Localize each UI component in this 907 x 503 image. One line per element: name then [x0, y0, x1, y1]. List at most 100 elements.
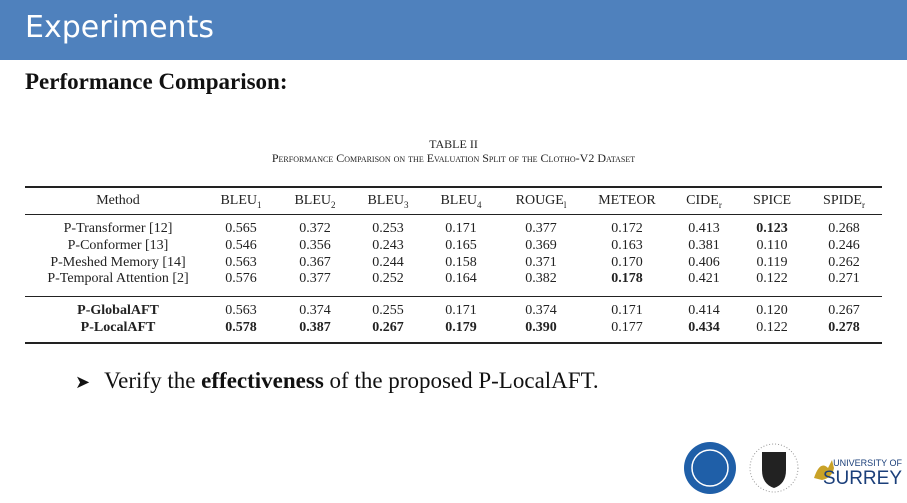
- cell: 0.171: [445, 303, 477, 318]
- cell: 0.172: [611, 221, 643, 236]
- cell: 0.377: [525, 221, 557, 236]
- method: P-GlobalAFT: [77, 303, 159, 318]
- logo: [749, 443, 799, 493]
- cell: 0.382: [525, 271, 557, 287]
- cell: 0.367: [299, 254, 331, 270]
- cell: 0.371: [525, 254, 557, 270]
- cell: 0.119: [756, 254, 788, 270]
- cell: 0.390: [525, 319, 557, 335]
- cell: 0.177: [611, 319, 643, 335]
- header-text: SPIDE: [823, 193, 862, 208]
- cell: 0.253: [372, 221, 404, 236]
- cell: 0.434: [688, 319, 720, 335]
- cell: 0.356: [299, 237, 331, 253]
- column-header: Method: [96, 193, 140, 209]
- header-text: Method: [96, 193, 140, 208]
- logo: [691, 449, 729, 487]
- cell: 0.179: [445, 319, 477, 335]
- column-header: BLEU2: [294, 193, 335, 210]
- cell: 0.563: [225, 254, 257, 270]
- table-number: TABLE II: [429, 137, 478, 151]
- header-text: CIDE: [686, 193, 719, 208]
- cell: 0.120: [756, 303, 788, 318]
- cell: 0.369: [525, 237, 557, 253]
- text: of the proposed P-LocalAFT.: [323, 368, 599, 393]
- logos: UNIVERSITY OF SURREY: [684, 442, 903, 494]
- cell: 0.406: [688, 254, 720, 270]
- cell: 0.164: [445, 271, 477, 287]
- cell: 0.387: [299, 319, 331, 335]
- cell: 0.374: [525, 303, 557, 318]
- cell: 0.278: [828, 319, 860, 335]
- method: P-Temporal Attention [2]: [47, 271, 189, 287]
- bullet: ➤ Verify the effectiveness of the propose…: [75, 368, 599, 394]
- cell: 0.267: [372, 319, 404, 335]
- cell: 0.421: [688, 271, 720, 287]
- header-text: METEOR: [598, 193, 656, 208]
- table-caption: Performance Comparison on the Evaluation…: [271, 151, 636, 165]
- cell: 0.262: [828, 254, 860, 270]
- cell: 0.244: [372, 254, 404, 270]
- rule: [25, 186, 882, 188]
- header-subscript: 4: [477, 199, 482, 210]
- column-header: BLEU3: [367, 193, 408, 210]
- bullet-arrow: ➤: [75, 372, 91, 392]
- cell: 0.381: [688, 237, 720, 253]
- header-subscript: l: [563, 199, 567, 210]
- cell: 0.374: [299, 303, 331, 318]
- cell: 0.372: [299, 221, 331, 236]
- cell: 0.158: [445, 254, 477, 270]
- cell: 0.110: [756, 237, 788, 253]
- header-text: BLEU: [440, 193, 478, 208]
- column-header: ROUGEl: [516, 193, 567, 210]
- logo-text: SURREY: [823, 468, 903, 489]
- slide-title: Experiments: [25, 10, 214, 45]
- header-subscript: 1: [257, 199, 262, 210]
- header-text: BLEU: [367, 193, 405, 208]
- header-bar: [0, 0, 907, 60]
- rule: [25, 342, 882, 344]
- cell: 0.576: [225, 271, 257, 287]
- cell: 0.377: [299, 271, 331, 287]
- cell: 0.546: [225, 237, 257, 253]
- cell: 0.267: [828, 303, 860, 318]
- logo-text: UNIVERSITY OF: [833, 458, 902, 468]
- cell: 0.414: [688, 303, 720, 318]
- cell: 0.563: [225, 303, 257, 318]
- cell: 0.122: [756, 319, 788, 335]
- method: P-LocalAFT: [80, 319, 156, 335]
- cell: 0.565: [225, 221, 257, 236]
- cell: 0.271: [828, 271, 860, 287]
- method: P-Conformer [13]: [67, 237, 169, 253]
- subtitle: Performance Comparison:: [25, 69, 288, 94]
- cell: 0.578: [225, 319, 257, 335]
- header-text: BLEU: [294, 193, 332, 208]
- header-text: ROUGE: [515, 193, 564, 208]
- header-subscript: 3: [404, 199, 409, 210]
- emphasis: effectiveness: [201, 368, 324, 393]
- logo: [814, 460, 834, 480]
- column-header: METEOR: [598, 193, 656, 209]
- rule: [25, 214, 882, 215]
- cell: 0.170: [611, 254, 643, 270]
- rule: [25, 296, 882, 297]
- cell: 0.163: [611, 237, 643, 253]
- column-header: SPICE: [753, 193, 791, 209]
- cell: 0.123: [756, 221, 788, 236]
- cell: 0.252: [372, 271, 404, 287]
- method: P-Transformer [12]: [63, 221, 173, 236]
- cell: 0.255: [372, 303, 404, 318]
- column-header: BLEU1: [220, 193, 261, 210]
- header-subscript: r: [718, 199, 722, 210]
- cell: 0.413: [688, 221, 720, 236]
- cell: 0.171: [445, 221, 477, 236]
- logo: [762, 452, 786, 488]
- header-text: BLEU: [220, 193, 258, 208]
- column-header: SPIDEr: [823, 193, 865, 210]
- text: Verify the: [104, 368, 202, 393]
- method: P-Meshed Memory [14]: [50, 254, 186, 270]
- cell: 0.268: [828, 221, 860, 236]
- header-text: SPICE: [752, 193, 792, 208]
- cell: 0.171: [611, 303, 643, 318]
